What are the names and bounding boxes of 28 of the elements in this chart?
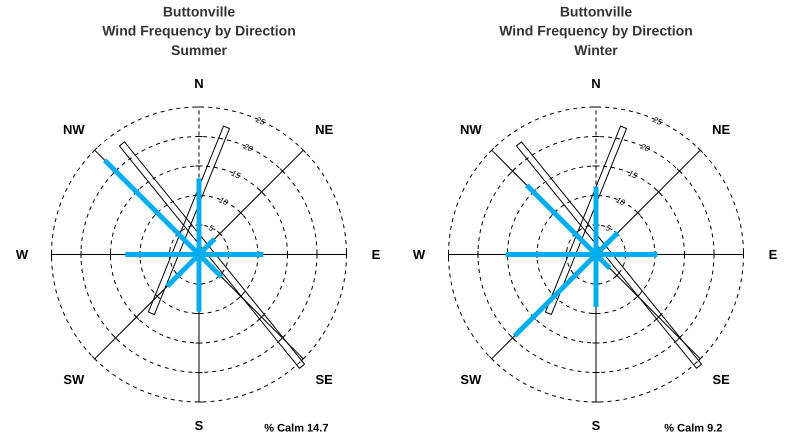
spoke-label: S (194, 418, 204, 434)
y-tick-label: 25 (254, 114, 267, 128)
chart-subtitle: Summer (170, 42, 228, 58)
spoke-label: N (591, 76, 601, 91)
text: % Calm 9.2 (664, 422, 722, 435)
spoke-label: SE (712, 372, 730, 388)
spoke-label: W (412, 247, 426, 262)
chart-subtitle: Winter (574, 42, 618, 58)
spoke-label: NW (63, 122, 86, 137)
chart-title: Buttonville Wind Frequency by Direction (499, 4, 693, 39)
spoke-label: SE (315, 372, 334, 388)
spoke-label: NW (460, 122, 482, 137)
spoke-label: E (768, 247, 778, 262)
spoke-label: SW (63, 372, 86, 388)
y-tick-label: 25 (650, 114, 664, 128)
spoke-label: NE (712, 122, 731, 137)
y-tick-label: 20 (241, 141, 255, 154)
y-tick-label: 5 (604, 223, 613, 234)
y-tick-label: 5 (207, 223, 216, 234)
spoke-label: SW (460, 372, 482, 388)
chart-title: Buttonville Wind Frequency by Direction (102, 4, 296, 39)
spoke-label: S (592, 418, 601, 434)
spoke-label: N (194, 76, 204, 91)
spoke-label: W (16, 247, 29, 262)
text: % Calm 14.7 (264, 422, 328, 435)
spoke-label: E (372, 247, 381, 262)
spoke-label: NE (315, 122, 334, 137)
y-tick-label: 20 (638, 141, 652, 154)
